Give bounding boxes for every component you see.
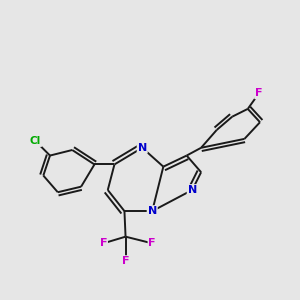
Text: F: F xyxy=(148,238,156,248)
Text: F: F xyxy=(100,238,107,248)
Text: N: N xyxy=(188,185,197,195)
Text: N: N xyxy=(138,143,147,153)
Text: N: N xyxy=(148,206,157,216)
Text: F: F xyxy=(122,256,129,266)
Text: Cl: Cl xyxy=(30,136,41,146)
Text: F: F xyxy=(255,88,262,98)
